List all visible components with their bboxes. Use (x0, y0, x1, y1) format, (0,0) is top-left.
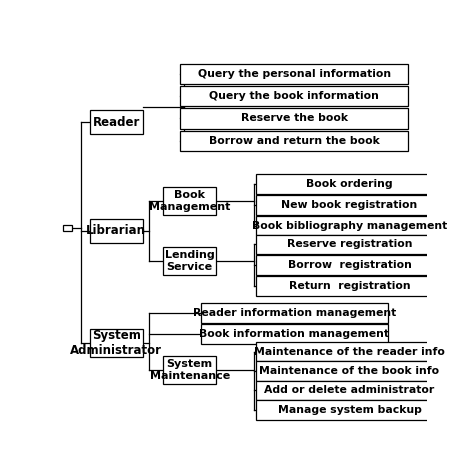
FancyBboxPatch shape (201, 324, 388, 344)
FancyBboxPatch shape (181, 64, 408, 84)
Text: Reader: Reader (92, 116, 140, 128)
FancyBboxPatch shape (163, 356, 216, 383)
FancyBboxPatch shape (256, 400, 443, 419)
FancyBboxPatch shape (201, 303, 388, 323)
FancyBboxPatch shape (256, 276, 443, 296)
FancyBboxPatch shape (90, 219, 143, 243)
FancyBboxPatch shape (256, 381, 443, 400)
Text: Manage system backup: Manage system backup (277, 405, 421, 415)
Text: System
Maintenance: System Maintenance (149, 359, 230, 381)
Text: Query the book information: Query the book information (210, 91, 379, 101)
FancyBboxPatch shape (163, 247, 216, 275)
FancyBboxPatch shape (256, 174, 443, 194)
FancyBboxPatch shape (256, 195, 443, 215)
Text: Maintenance of the book info: Maintenance of the book info (259, 366, 439, 376)
Text: System
Administrator: System Administrator (70, 329, 162, 357)
Text: New book registration: New book registration (282, 200, 418, 210)
Text: Book ordering: Book ordering (306, 179, 393, 189)
Text: Query the personal information: Query the personal information (198, 69, 391, 79)
Text: Borrow and return the book: Borrow and return the book (209, 136, 380, 146)
Text: Return  registration: Return registration (289, 281, 410, 291)
FancyBboxPatch shape (181, 86, 408, 106)
Text: Reserve registration: Reserve registration (287, 239, 412, 249)
FancyBboxPatch shape (256, 235, 443, 254)
FancyBboxPatch shape (256, 255, 443, 275)
Text: Book information management: Book information management (200, 329, 389, 339)
Text: Reserve the book: Reserve the book (241, 113, 348, 124)
FancyBboxPatch shape (256, 216, 443, 236)
FancyBboxPatch shape (63, 225, 72, 231)
FancyBboxPatch shape (181, 131, 408, 151)
FancyBboxPatch shape (90, 329, 143, 357)
Text: Borrow  registration: Borrow registration (288, 260, 411, 270)
Text: Librarian: Librarian (86, 225, 146, 237)
FancyBboxPatch shape (163, 187, 216, 215)
Text: Lending
Service: Lending Service (165, 250, 215, 272)
FancyBboxPatch shape (181, 109, 408, 128)
Text: Reader information management: Reader information management (193, 308, 396, 318)
Text: Book bibliography management: Book bibliography management (252, 220, 447, 231)
FancyBboxPatch shape (256, 342, 443, 361)
Text: Maintenance of the reader info: Maintenance of the reader info (254, 346, 445, 356)
FancyBboxPatch shape (90, 110, 143, 134)
FancyBboxPatch shape (256, 361, 443, 381)
Text: Add or delete administrator: Add or delete administrator (264, 385, 435, 395)
Text: Book
Management: Book Management (149, 190, 230, 212)
